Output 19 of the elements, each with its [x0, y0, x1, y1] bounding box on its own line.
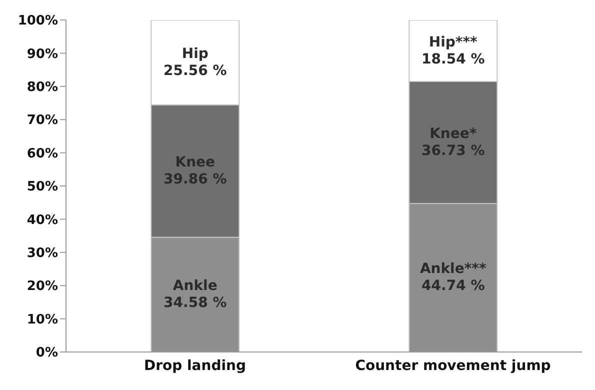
data-label: Hip*** 18.54 %	[422, 34, 485, 68]
y-tick-label: 80%	[26, 80, 58, 96]
y-tick-label: 20%	[26, 279, 58, 294]
data-label: Ankle 34.58 %	[164, 278, 227, 312]
data-label: Knee* 36.73 %	[422, 126, 485, 159]
data-label: Hip 25.56 %	[164, 46, 227, 79]
y-tick-label: 30%	[26, 246, 58, 262]
y-tick-label: 50%	[26, 180, 58, 195]
y-tick-label: 60%	[26, 146, 58, 162]
data-label: Ankle*** 44.74 %	[420, 261, 487, 294]
x-tick-label: Counter movement jump	[355, 358, 551, 374]
data-label: Knee 39.86 %	[164, 154, 227, 188]
y-tick-label: 70%	[26, 113, 58, 128]
x-tick-label: Drop landing	[144, 358, 246, 374]
y-tick-label: 10%	[26, 312, 58, 328]
y-tick-label: 100%	[18, 14, 58, 29]
y-tick-label: 40%	[26, 212, 58, 228]
y-tick-label: 0%	[36, 346, 58, 361]
y-tick-label: 90%	[26, 46, 58, 62]
